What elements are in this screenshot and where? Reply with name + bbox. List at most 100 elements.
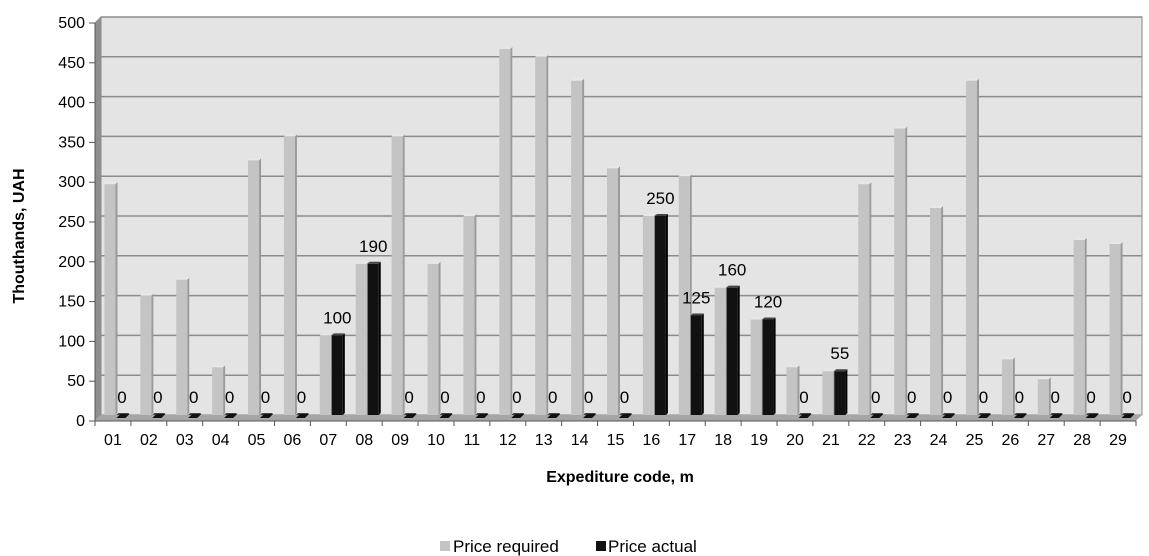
bar-price-required-03-top: [176, 278, 189, 280]
bar-price-actual-16-top: [655, 214, 668, 216]
x-tick-label: 08: [355, 432, 373, 449]
x-tick-label: 06: [284, 432, 302, 449]
bar-price-actual-17-side: [702, 314, 704, 416]
bar-price-required-01-top: [104, 182, 117, 184]
bar-price-required-29: [1110, 242, 1123, 415]
x-tick-label: 05: [248, 432, 266, 449]
bar-price-required-28: [1074, 238, 1087, 415]
bar-price-required-12: [499, 47, 512, 415]
x-tick-label: 23: [894, 432, 912, 449]
bar-price-required-09-top: [392, 134, 405, 136]
bar-price-required-26: [1002, 357, 1015, 415]
bar-price-required-10-top: [428, 262, 441, 264]
bar-price-required-06: [284, 134, 297, 415]
bar-price-required-01-side: [115, 182, 117, 415]
data-label-price-actual: 0: [943, 388, 952, 407]
bar-price-required-18-top: [715, 286, 728, 288]
bar-price-required-09-side: [403, 134, 405, 415]
y-axis-title: Thouthands, UAH: [11, 168, 28, 303]
bar-price-required-13-top: [535, 55, 548, 57]
bar-price-actual-16-front: [655, 216, 666, 415]
data-label-price-actual: 0: [907, 388, 916, 407]
bar-price-required-23-side: [905, 126, 907, 415]
bar-price-required-12-front: [499, 49, 510, 415]
x-tick-label: 13: [535, 432, 553, 449]
data-label-price-actual: 100: [323, 308, 351, 327]
bar-price-required-23: [894, 126, 907, 415]
bar-price-required-14-side: [582, 79, 584, 415]
bar-price-required-25-side: [977, 79, 979, 415]
bar-price-required-17-top: [679, 174, 692, 176]
bar-price-required-25: [966, 79, 979, 415]
bar-price-required-08-front: [356, 264, 367, 415]
bar-price-required-05-front: [248, 160, 259, 415]
bar-price-required-08: [356, 262, 369, 415]
bar-price-required-01: [104, 182, 117, 415]
bar-price-required-28-top: [1074, 238, 1087, 240]
bar-price-required-18-front: [715, 288, 726, 415]
bar-price-actual-19-top: [763, 317, 776, 319]
bar-price-required-16-front: [643, 216, 654, 415]
x-axis-title: Expediture code, m: [546, 469, 694, 486]
bar-price-required-11-front: [463, 216, 474, 415]
bar-price-actual-19-front: [763, 319, 774, 415]
bar-price-required-20-top: [786, 365, 799, 367]
x-tick-label: 14: [571, 432, 589, 449]
bar-price-required-24-front: [930, 208, 941, 415]
bar-price-actual-16: [655, 214, 668, 415]
bar-price-actual-18-top: [727, 286, 740, 288]
bar-price-actual-17-top: [691, 314, 704, 316]
data-label-price-actual: 0: [512, 388, 521, 407]
data-label-price-actual: 0: [584, 388, 593, 407]
bar-price-required-11-top: [463, 214, 476, 216]
bar-price-required-09-front: [392, 136, 403, 415]
y-tick-label: 500: [58, 15, 85, 32]
x-tick-label: 12: [499, 432, 517, 449]
y-tick-label: 150: [58, 294, 85, 311]
y-tick-label: 400: [58, 95, 85, 112]
bar-price-required-27: [1038, 377, 1051, 415]
bar-price-required-04: [212, 365, 225, 415]
bar-price-actual-17-front: [691, 316, 702, 416]
bar-price-required-20-front: [786, 367, 797, 415]
bar-price-required-19-front: [751, 319, 762, 415]
bar-price-required-06-top: [284, 134, 297, 136]
data-label-price-actual: 0: [476, 388, 485, 407]
bar-price-required-15-front: [607, 168, 618, 415]
data-label-price-actual: 0: [117, 388, 126, 407]
x-tick-label: 29: [1109, 432, 1127, 449]
bar-price-required-24-top: [930, 206, 943, 208]
bar-price-required-07: [320, 333, 333, 415]
y-tick-label: 250: [58, 214, 85, 231]
data-label-price-actual: 0: [799, 388, 808, 407]
bar-price-required-13: [535, 55, 548, 415]
legend-label-price-actual: Price actual: [608, 537, 697, 556]
bar-price-required-22-top: [858, 182, 871, 184]
bar-price-actual-21-side: [845, 369, 847, 415]
bar-price-required-04-front: [212, 367, 223, 415]
data-label-price-actual: 120: [754, 292, 782, 311]
legend-swatch-price-required: [440, 541, 450, 551]
bar-price-required-12-top: [499, 47, 512, 49]
bar-price-required-02-front: [140, 296, 151, 415]
data-label-price-actual: 160: [718, 261, 746, 280]
bar-price-required-08-top: [356, 262, 369, 264]
data-label-price-actual: 0: [189, 388, 198, 407]
bar-price-required-24: [930, 206, 943, 415]
bar-price-actual-18-side: [738, 286, 740, 415]
x-tick-label: 20: [786, 432, 804, 449]
legend: Price required Price actual: [440, 537, 697, 556]
bar-price-required-07-top: [320, 333, 333, 335]
data-label-price-actual: 0: [297, 388, 306, 407]
x-tick-label: 26: [1001, 432, 1019, 449]
x-tick-label: 25: [966, 432, 984, 449]
y-tick-label: 200: [58, 254, 85, 271]
bar-price-required-27-front: [1038, 379, 1049, 415]
y-tick-label: 100: [58, 333, 85, 350]
bar-price-required-22: [858, 182, 871, 415]
data-label-price-actual: 0: [871, 388, 880, 407]
bar-price-actual-07-side: [343, 333, 345, 415]
bar-price-required-13-front: [535, 57, 546, 415]
bar-price-required-09: [392, 134, 405, 415]
